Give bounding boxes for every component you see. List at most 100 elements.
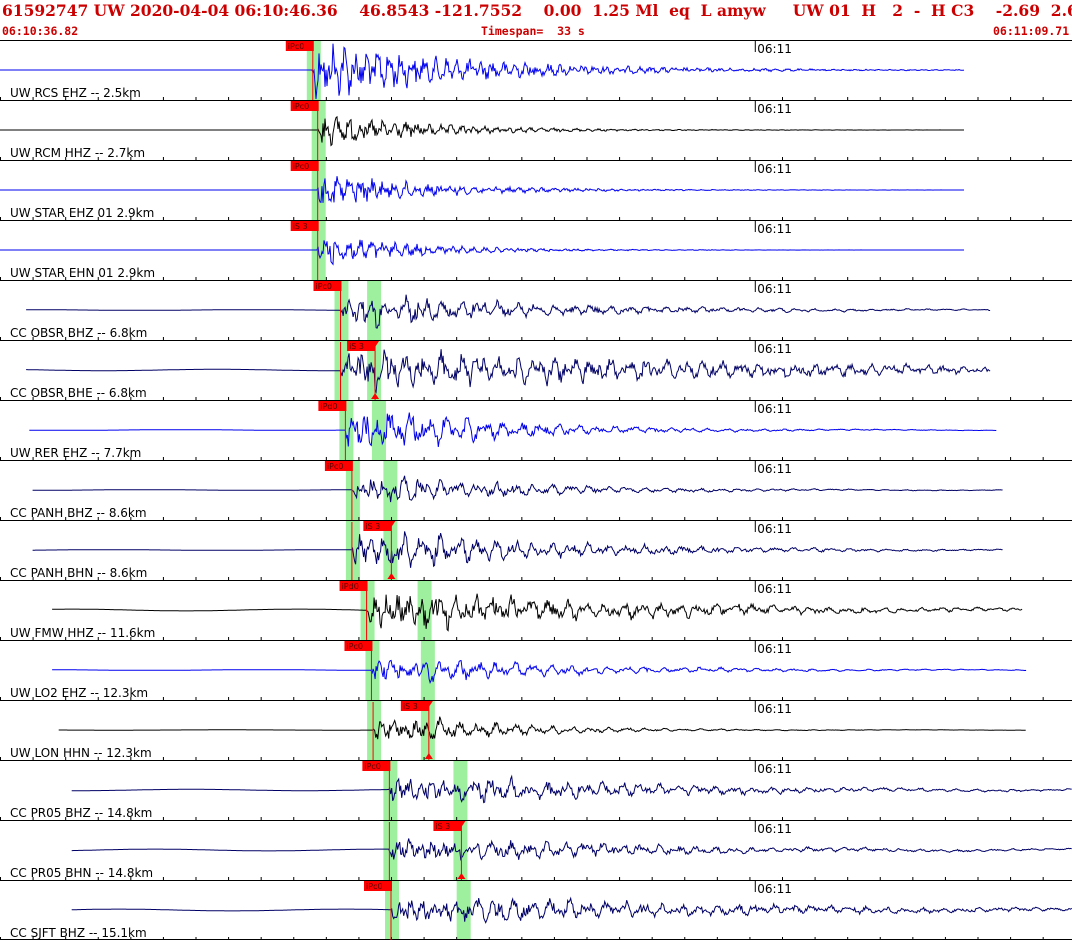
station-label: UW RCS EHZ -- 2.5km [10, 86, 141, 100]
p-pick-flag [285, 41, 314, 51]
minute-tick-label: 06:11 [757, 762, 792, 776]
waveform-trace [32, 475, 1003, 503]
phase-window [360, 581, 375, 640]
s-pick-marker-bottom [371, 393, 380, 399]
station-label: CC OBSR BHZ -- 6.8km [10, 326, 147, 340]
waveform-trace [0, 115, 964, 147]
waveform-trace [71, 774, 1072, 804]
s-pick-flag [347, 341, 376, 351]
p-pick-label: iPc0 [364, 762, 381, 771]
p-pick-label: iPc0 [288, 42, 305, 51]
station-label: CC PR05 BHZ -- 14.8km [10, 806, 152, 820]
station-label: UW LON HHN -- 12.3km [10, 746, 152, 760]
s-pick-flag [433, 821, 462, 831]
minute-tick-label: 06:11 [757, 402, 792, 416]
station-label: UW FMW HHZ -- 11.6km [10, 626, 155, 640]
phase-window [383, 821, 398, 880]
station-label: CC OBSR BHE -- 6.8km [10, 386, 147, 400]
phase-window [339, 401, 354, 460]
minute-tick-label: 06:11 [757, 522, 792, 536]
p-pick-label: iPd0 [320, 402, 337, 411]
event-summary-line: 61592747 UW 2020-04-04 06:10:46.36 46.85… [2, 1, 1072, 20]
s-pick-flag [400, 701, 429, 711]
p-pick-flag [362, 761, 391, 771]
seismogram-panel: iPc0 iPc0 iPc0 iS 3 iPc0 iS 3 iPd0 iPc0 iS 3 iPd0… [0, 40, 1072, 940]
waveform-trace [0, 239, 964, 266]
p-pick-flag [313, 281, 342, 291]
waveform-trace [52, 593, 1023, 632]
minute-tick-label: 06:11 [757, 42, 792, 56]
minute-tick-label: 06:11 [757, 702, 792, 716]
trace-labels: 06:11 UW RCS EHZ -- 2.5km 06:11 UW RCM HHZ … [10, 42, 792, 940]
minute-tick-label: 06:11 [757, 222, 792, 236]
phase-window [420, 701, 435, 760]
station-label: CC PR05 BHN -- 14.8km [10, 866, 153, 880]
p-pick-label: iPc0 [346, 642, 363, 651]
p-pick-label: iPd0 [342, 582, 359, 591]
station-label: UW RER EHZ -- 7.7km [10, 446, 141, 460]
s-pick-label: iS 3 [349, 342, 364, 351]
p-pick-flag [290, 161, 319, 171]
station-label: UW RCM HHZ -- 2.7km [10, 146, 145, 160]
minute-tick-label: 06:11 [757, 102, 792, 116]
station-label: CC PANH BHN -- 8.6km [10, 566, 147, 580]
minute-tick-label: 06:11 [757, 882, 792, 896]
waveform-trace [32, 531, 1003, 568]
waveforms [0, 43, 1072, 924]
p-pick-flag [290, 101, 319, 111]
minute-tick-label: 06:11 [757, 162, 792, 176]
phase-window [383, 521, 398, 580]
p-pick-label: iPc0 [315, 282, 332, 291]
event-header: 61592747 UW 2020-04-04 06:10:46.36 46.85… [0, 0, 1072, 40]
phase-window [417, 581, 432, 640]
minute-tick-label: 06:11 [757, 462, 792, 476]
station-label: UW STAR EHN 01 2.9km [10, 266, 155, 280]
s-pick-marker-top [424, 701, 433, 707]
s-pick-label: iS 3 [365, 522, 380, 531]
waveform-trace [29, 412, 997, 447]
end-time: 06:11:09.71 [993, 24, 1070, 38]
p-pick-flag [339, 581, 368, 591]
s-pick-marker-top [457, 821, 466, 827]
s-pick-flag [363, 521, 392, 531]
s-pick-marker-top [371, 341, 380, 347]
trace-frames [0, 40, 1072, 940]
phase-window [383, 461, 398, 520]
s-pick-label: iS 3 [435, 822, 450, 831]
waveform-trace [52, 659, 1027, 685]
phase-window [334, 341, 349, 400]
station-label: UW LO2 EHZ -- 12.3km [10, 686, 148, 700]
minute-tick-label: 06:11 [757, 822, 792, 836]
waveform-trace [26, 349, 991, 394]
s-pick-marker-bottom [424, 753, 433, 759]
p-pick-label: iPc0 [366, 882, 383, 891]
waveform-trace [0, 176, 964, 203]
s-pick-marker-bottom [457, 873, 466, 879]
waveform-trace [26, 294, 991, 329]
p-pick-flag [324, 461, 353, 471]
p-pick-flag [318, 401, 347, 411]
p-pick-label: iPc0 [293, 162, 310, 171]
p-pick-flag [364, 881, 393, 891]
waveform-trace [58, 716, 1026, 740]
p-pick-label: iPc0 [327, 462, 344, 471]
station-label: CC SJFT BHZ -- 15.1km [10, 926, 147, 940]
waveform-trace [71, 838, 1072, 861]
minute-tick-label: 06:11 [757, 642, 792, 656]
station-label: CC PANH BHZ -- 8.6km [10, 506, 147, 520]
p-pick-label: iS 3 [293, 222, 308, 231]
phase-picks: iPc0 iPc0 iPc0 iS 3 iPc0 iS 3 iPd0 iPc0 iS 3 iPd0… [285, 41, 466, 940]
s-pick-marker-bottom [387, 573, 396, 579]
s-pick-label: iS 3 [403, 702, 418, 711]
timespan-label: Timespan= 33 s [481, 24, 585, 38]
s-pick-marker-top [387, 521, 396, 527]
waveform-trace [71, 896, 1072, 924]
phase-window [453, 821, 468, 880]
waveform-trace [0, 43, 965, 100]
start-time: 06:10:36.82 [2, 24, 79, 38]
p-pick-flag [344, 641, 373, 651]
minute-tick-label: 06:11 [757, 342, 792, 356]
phase-window [453, 761, 468, 820]
minute-tick-label: 06:11 [757, 282, 792, 296]
p-pick-flag [290, 221, 319, 231]
